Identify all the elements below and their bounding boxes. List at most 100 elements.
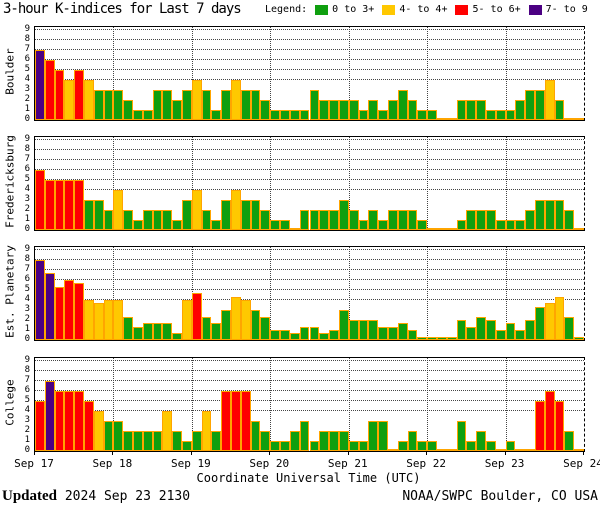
k-index-bar — [564, 316, 575, 340]
k-index-bar — [191, 80, 202, 120]
v-gridline — [427, 27, 429, 120]
k-index-bar — [240, 300, 251, 340]
k-index-bar — [152, 210, 163, 230]
k-index-bar — [436, 118, 447, 120]
k-index-bar — [201, 316, 212, 340]
x-tick-label: Sep 19 — [170, 457, 211, 470]
k-index-bar — [544, 391, 555, 451]
k-index-bar — [368, 320, 379, 340]
k-index-bar — [338, 431, 349, 451]
k-index-bar — [348, 320, 359, 340]
y-tick-label: 3 — [24, 304, 30, 314]
updated-timestamp: Updated 2024 Sep 23 2130 — [2, 488, 190, 505]
k-index-bar — [211, 431, 222, 451]
k-index-bar — [172, 100, 183, 120]
k-index-bar — [534, 306, 545, 340]
k-index-bar — [84, 401, 94, 451]
h-gridline — [35, 269, 584, 270]
x-tick — [34, 451, 35, 455]
x-tick-label: Sep 20 — [249, 457, 290, 470]
k-index-bar — [172, 333, 183, 340]
k-index-bar — [231, 296, 241, 340]
h-gridline — [35, 289, 584, 290]
h-gridline — [35, 59, 584, 60]
k-index-bar — [35, 401, 45, 451]
y-tick-label: 2 — [24, 314, 30, 324]
k-index-bar — [329, 100, 339, 120]
k-index-bar — [417, 110, 428, 120]
v-gridline — [505, 27, 507, 120]
k-index-bar — [309, 326, 320, 340]
k-index-bar — [152, 431, 163, 451]
k-index-bar — [338, 200, 349, 230]
k-index-bar — [495, 220, 506, 230]
k-index-bar — [456, 220, 467, 230]
k-index-bar — [44, 60, 55, 120]
k-index-bar — [270, 330, 281, 340]
k-index-bar — [142, 431, 153, 451]
k-index-bar — [93, 411, 104, 451]
v-gridline — [348, 27, 350, 120]
k-index-bar — [103, 210, 114, 230]
h-gridline — [35, 299, 584, 300]
updated-label: Updated — [2, 488, 58, 504]
k-index-bar — [378, 220, 388, 230]
updated-value: 2024 Sep 23 2130 — [64, 489, 191, 504]
k-index-bar — [446, 118, 457, 120]
k-index-bar — [44, 273, 55, 340]
k-index-bar — [162, 411, 173, 451]
legend-swatch-0 — [315, 4, 329, 15]
h-gridline — [35, 400, 584, 401]
k-index-bar — [299, 421, 310, 451]
k-index-bar — [348, 210, 359, 230]
v-gridline — [427, 358, 429, 451]
k-index-bar — [574, 118, 584, 120]
k-index-bar — [113, 190, 124, 230]
k-index-bar — [44, 180, 55, 230]
k-index-bar — [260, 100, 271, 120]
v-gridline — [270, 137, 272, 230]
k-index-bar — [240, 391, 251, 451]
k-index-bar — [113, 90, 124, 120]
k-index-bar — [505, 220, 516, 230]
k-index-bar — [133, 220, 143, 230]
k-index-bar — [299, 110, 310, 120]
k-index-bar — [485, 441, 496, 451]
k-index-bar — [544, 200, 555, 230]
h-gridline — [35, 370, 584, 371]
k-index-bar — [407, 431, 418, 451]
k-index-bar — [299, 326, 310, 340]
k-index-bar — [182, 90, 192, 120]
h-gridline — [35, 360, 584, 361]
k-index-bar — [495, 330, 506, 340]
y-tick-label: 0 — [24, 445, 30, 455]
k-index-bar — [505, 110, 516, 120]
k-index-bar — [436, 228, 447, 230]
chart-title: 3-hour K-indices for Last 7 days — [3, 1, 242, 17]
v-gridline — [505, 358, 507, 451]
k-index-bar — [574, 449, 584, 451]
k-index-bar — [270, 220, 281, 230]
k-index-bar — [142, 210, 153, 230]
k-index-bar — [358, 220, 369, 230]
k-index-bar — [407, 100, 418, 120]
v-gridline — [505, 247, 507, 340]
k-index-bar — [260, 431, 271, 451]
y-tick-label: 4 — [24, 294, 30, 304]
k-index-bar — [378, 110, 388, 120]
k-index-bar — [564, 118, 575, 120]
k-index-bar — [221, 200, 232, 230]
v-gridline — [505, 137, 507, 230]
k-index-bar — [240, 200, 251, 230]
k-index-bar — [211, 220, 222, 230]
v-gridline — [191, 358, 193, 451]
k-index-bar — [456, 320, 467, 340]
h-gridline — [35, 149, 584, 150]
k-index-bar — [446, 336, 457, 340]
k-index-bar — [93, 303, 104, 340]
x-tick — [583, 451, 584, 455]
x-tick-label: Sep 23 — [484, 457, 525, 470]
v-gridline — [113, 27, 115, 120]
k-index-bar — [309, 90, 320, 120]
h-gridline — [35, 189, 584, 190]
